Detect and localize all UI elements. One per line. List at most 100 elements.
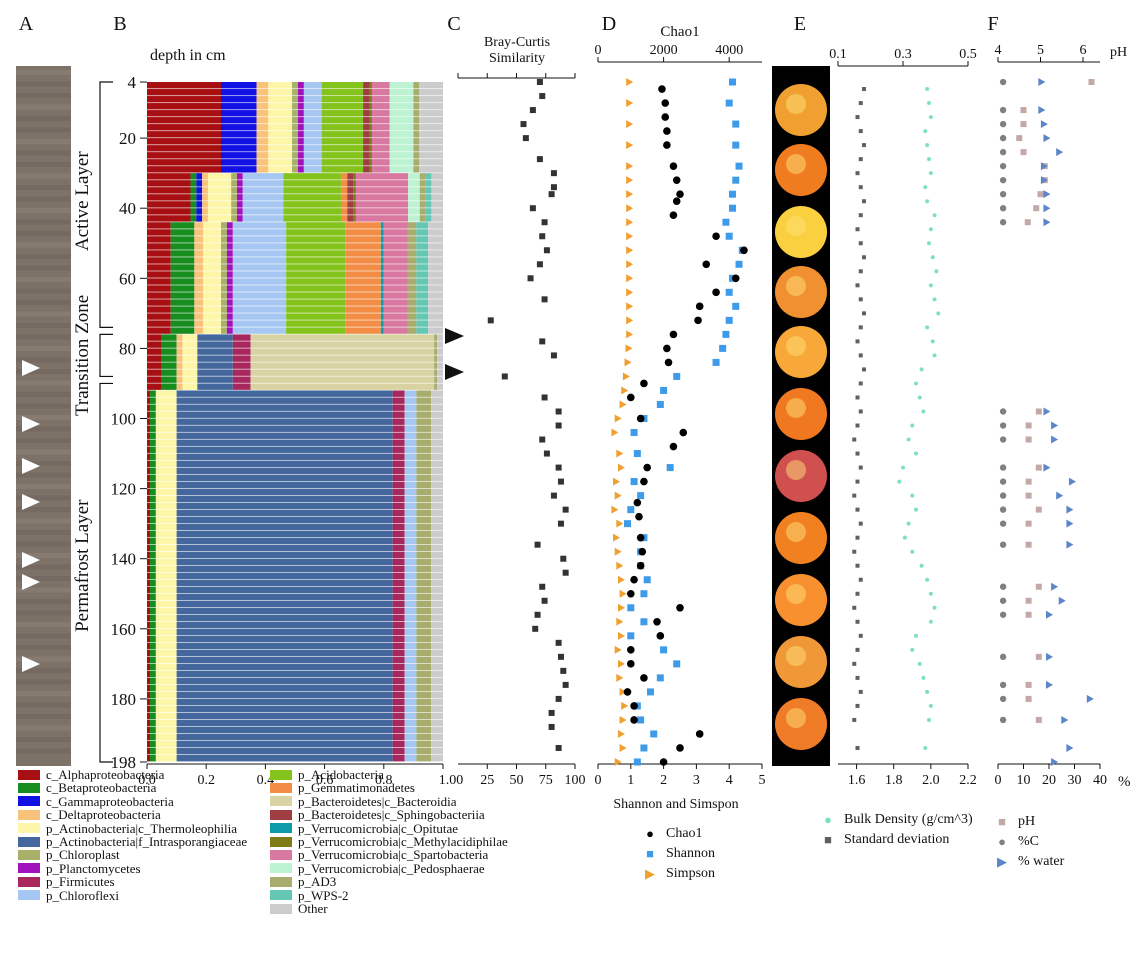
- bar-segment: [147, 313, 171, 320]
- bar-segment: [203, 292, 221, 299]
- bray-point: [539, 93, 546, 100]
- bar-segment: [369, 117, 372, 124]
- bar-segment: [286, 299, 346, 306]
- bar-segment: [170, 257, 195, 264]
- legend-item: c_Betaproteobacteria: [18, 781, 247, 795]
- bar-segment: [149, 390, 156, 397]
- bar-segment: [147, 740, 150, 748]
- bar-segment: [232, 243, 287, 250]
- bar-segment: [242, 180, 284, 187]
- bar-segment: [256, 82, 269, 89]
- bar-segment: [380, 250, 384, 257]
- bar-segment: [196, 194, 203, 201]
- bar-segment: [404, 719, 417, 727]
- bar-segment: [242, 208, 284, 215]
- bar-segment: [392, 537, 405, 545]
- simpson-point: [616, 617, 624, 626]
- bar-segment: [345, 327, 381, 334]
- bar-segment: [425, 173, 432, 180]
- bar-segment: [226, 278, 233, 285]
- bar-segment: [380, 236, 384, 243]
- bar-segment: [221, 299, 227, 306]
- carbon-point: [999, 436, 1007, 443]
- bar-segment: [383, 306, 408, 313]
- simpson-point: [613, 533, 621, 542]
- bar-segment: [345, 306, 381, 313]
- bulk-density-point: [910, 423, 915, 428]
- bar-segment: [380, 292, 384, 299]
- bar-segment: [380, 278, 384, 285]
- bulk-density-point: [901, 465, 905, 470]
- bar-segment: [170, 264, 195, 271]
- std-dev-point: [852, 605, 857, 610]
- core-photo-texture: [16, 334, 71, 340]
- bar-segment: [380, 271, 384, 278]
- bar-segment: [176, 341, 183, 348]
- std-dev-point: [855, 451, 860, 456]
- legend-swatch: [18, 850, 40, 861]
- legend-swatch: [270, 796, 292, 807]
- chao1-point: [740, 246, 748, 255]
- bar-segment: [155, 481, 177, 489]
- bar-segment: [431, 628, 443, 636]
- core-photo-texture: [16, 518, 71, 524]
- bar-segment: [155, 397, 177, 404]
- bar-segment: [392, 747, 405, 755]
- water-point: [1046, 610, 1053, 619]
- bar-segment: [389, 89, 414, 96]
- bar-segment: [250, 369, 435, 376]
- bar-segment: [383, 313, 408, 320]
- bar-segment: [389, 145, 414, 152]
- bulk-density-point: [921, 409, 926, 414]
- legend-swatch: [18, 823, 40, 834]
- core-photo-texture: [16, 679, 71, 685]
- bar-segment: [407, 250, 417, 257]
- bar-segment: [176, 565, 393, 573]
- bar-segment: [149, 635, 156, 643]
- bray-point: [543, 450, 550, 457]
- core-photo-texture: [16, 81, 71, 87]
- bar-segment: [297, 166, 304, 173]
- bar-segment: [416, 579, 432, 587]
- bar-segment: [404, 495, 417, 503]
- bar-segment: [431, 593, 443, 601]
- carbon-point: [999, 78, 1007, 86]
- chao1-point: [669, 162, 678, 170]
- bar-segment: [407, 306, 417, 313]
- legend-item: p_Verrucomicrobia|c_Methylacidiphilae: [270, 835, 508, 848]
- ph-point: [1035, 506, 1042, 513]
- shannon-point: [719, 344, 727, 352]
- bar-segment: [155, 404, 177, 411]
- bray-point: [555, 695, 562, 702]
- density-x-tick-label: 2.0: [922, 773, 940, 788]
- bar-segment: [428, 264, 443, 271]
- bar-segment: [231, 180, 237, 187]
- bar-segment: [419, 201, 426, 208]
- bar-segment: [428, 306, 443, 313]
- bar-segment: [392, 390, 405, 397]
- bar-segment: [404, 439, 417, 446]
- bar-segment: [431, 572, 443, 580]
- bar-segment: [292, 117, 298, 124]
- bar-segment: [149, 593, 156, 601]
- std-dev-point: [852, 549, 857, 554]
- std-dev-point: [858, 157, 863, 162]
- bar-segment: [176, 376, 183, 383]
- bar-segment: [408, 194, 420, 201]
- chao1-point: [661, 113, 670, 121]
- bar-segment: [413, 138, 420, 145]
- bar-segment: [194, 229, 204, 236]
- legend-swatch: [270, 823, 292, 834]
- bar-segment: [392, 600, 405, 608]
- bar-segment: [221, 264, 227, 271]
- bar-segment: [371, 138, 390, 145]
- chao1-top-tick-label: 4000: [715, 43, 743, 58]
- carbon-point: [999, 422, 1007, 429]
- bar-segment: [155, 572, 177, 580]
- ct-scan-highlight: [786, 460, 806, 480]
- bar-segment: [292, 131, 298, 138]
- bulk-density-point: [925, 325, 930, 330]
- bulk-density-point: [914, 633, 918, 638]
- bar-segment: [392, 502, 405, 510]
- bar-segment: [155, 544, 177, 552]
